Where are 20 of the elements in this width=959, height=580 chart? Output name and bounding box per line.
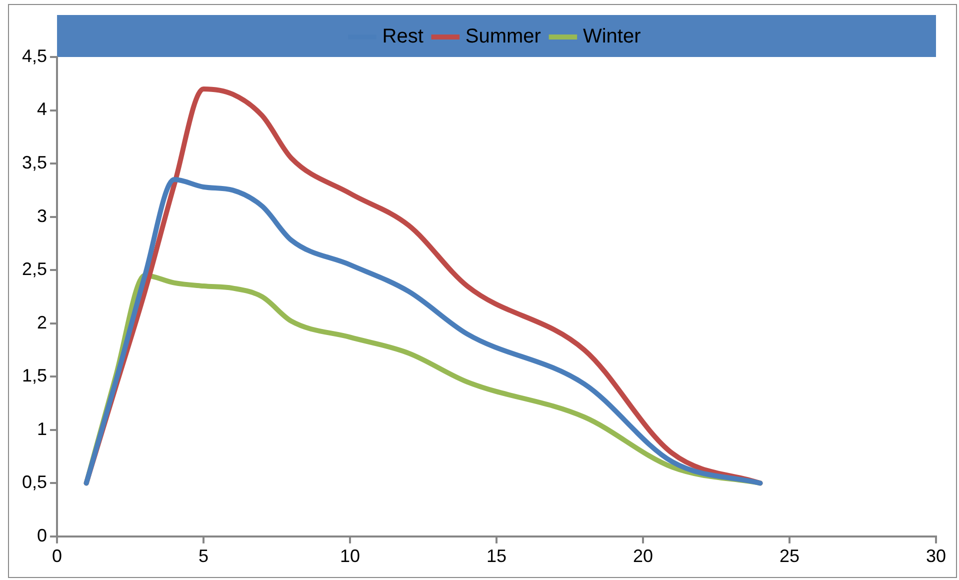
legend-label: Winter — [582, 26, 642, 48]
y-tick-label: 4,5 — [22, 46, 48, 66]
x-tick-label: 0 — [52, 546, 62, 566]
y-tick-label: 4 — [37, 99, 48, 120]
y-tick-label: 0 — [37, 525, 48, 546]
x-tick-label: 5 — [198, 546, 209, 566]
y-tick-label: 3 — [37, 206, 48, 226]
x-tick-label: 30 — [926, 546, 946, 566]
legend-label: Summer — [465, 26, 542, 48]
x-tick-label: 25 — [779, 546, 800, 566]
x-tick-label: 10 — [340, 546, 360, 566]
y-tick-label: 3,5 — [22, 152, 48, 172]
y-tick-label: 2,5 — [22, 259, 48, 280]
y-tick-label: 1 — [37, 418, 48, 439]
y-tick-label: 2 — [37, 312, 48, 332]
text: Rest — [382, 26, 424, 48]
x-tick-label: 20 — [632, 546, 654, 566]
y-tick-label: 1,5 — [22, 366, 48, 386]
y-tick-label: 0,5 — [22, 472, 48, 492]
x-tick-label: 15 — [486, 546, 507, 566]
